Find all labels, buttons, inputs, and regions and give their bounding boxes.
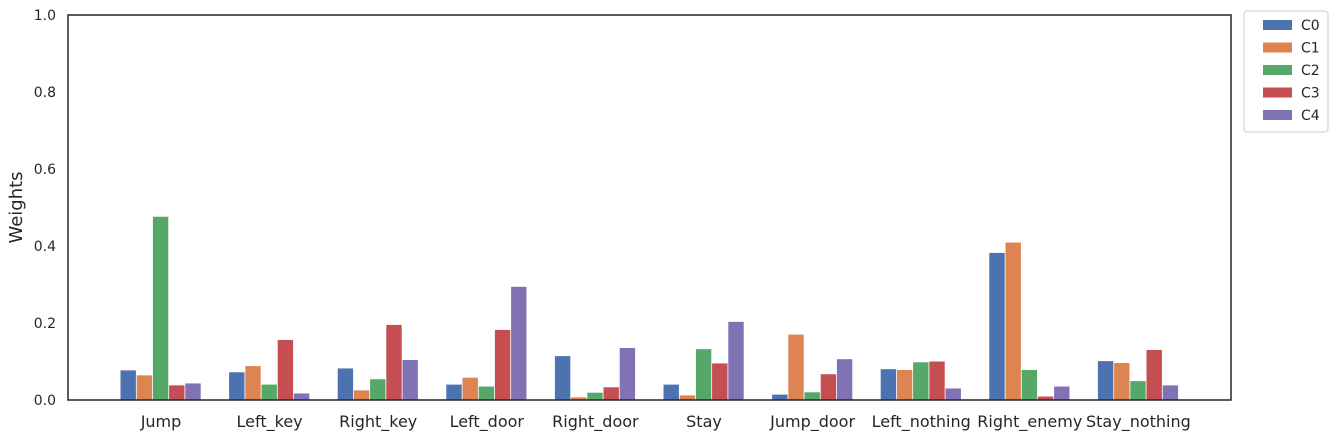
- bar-c3-right_door: [603, 387, 619, 400]
- bars-layer: [120, 216, 1179, 401]
- bar-c0-left_nothing: [880, 369, 897, 400]
- bar-c4-left_key: [293, 393, 310, 400]
- bar-c4-right_key: [402, 359, 418, 400]
- bar-c0-right_key: [337, 368, 354, 400]
- bar-c1-right_key: [353, 390, 370, 401]
- legend-label-c3: C3: [1301, 86, 1320, 102]
- y-tick-label: 0.2: [34, 316, 56, 332]
- bar-c4-jump: [185, 383, 201, 400]
- bar-c2-left_nothing: [913, 362, 929, 400]
- bar-c2-stay: [695, 349, 712, 400]
- bar-c0-jump_door: [772, 394, 788, 400]
- bar-c0-jump: [120, 370, 136, 400]
- bar-c3-jump_door: [820, 374, 837, 400]
- bar-c1-left_nothing: [896, 369, 913, 400]
- legend-label-c1: C1: [1301, 41, 1320, 57]
- bar-c2-right_key: [370, 379, 386, 400]
- legend-swatch-c0: [1263, 20, 1292, 30]
- bar-c4-stay_nothing: [1162, 385, 1179, 400]
- bar-c4-right_door: [619, 348, 636, 400]
- x-tick-label: Right_key: [339, 412, 417, 432]
- bar-c3-jump: [169, 385, 185, 400]
- x-tick-label: Jump_door: [769, 412, 855, 432]
- y-tick-label: 0.8: [34, 85, 56, 101]
- bar-c4-stay: [728, 321, 744, 400]
- y-tick-label: 0.0: [34, 393, 56, 409]
- plot-frame: [67, 14, 1232, 401]
- bar-c0-stay: [663, 384, 679, 400]
- legend-swatch-c1: [1263, 42, 1292, 53]
- bar-c3-stay_nothing: [1146, 349, 1162, 400]
- x-tick-label: Jump: [140, 412, 182, 431]
- bar-c4-left_nothing: [945, 388, 961, 400]
- x-tick-label: Left_nothing: [872, 412, 971, 432]
- bar-c4-jump_door: [836, 359, 853, 400]
- x-tick-label: Right_enemy: [977, 412, 1082, 432]
- bar-c2-left_key: [261, 384, 277, 400]
- x-tick-label: Stay_nothing: [1086, 412, 1191, 432]
- y-tick-label: 1.0: [34, 8, 56, 24]
- bar-c1-right_door: [571, 397, 587, 400]
- bar-c1-stay_nothing: [1114, 363, 1130, 400]
- bar-c0-stay_nothing: [1097, 361, 1114, 400]
- bar-c3-left_nothing: [929, 361, 945, 400]
- legend-swatch-c2: [1263, 65, 1292, 75]
- bar-c2-right_door: [587, 392, 603, 400]
- bar-c1-left_door: [462, 377, 478, 400]
- bar-c2-jump: [152, 216, 169, 400]
- legend-swatch-c3: [1263, 87, 1292, 98]
- bar-c0-left_door: [446, 384, 462, 400]
- legend-swatch-c4: [1263, 110, 1292, 120]
- x-tick-label: Stay: [686, 412, 722, 431]
- bar-c3-left_door: [494, 329, 511, 400]
- bar-c4-right_enemy: [1054, 386, 1070, 400]
- bar-c3-right_key: [386, 324, 402, 400]
- bar-c0-right_enemy: [989, 252, 1005, 400]
- bar-c1-left_key: [245, 366, 261, 400]
- bar-c2-jump_door: [804, 392, 820, 400]
- legend-label-c0: C0: [1301, 18, 1320, 34]
- y-axis-ticks: 0.0 0.2 0.4 0.6 0.8 1.0: [34, 8, 56, 409]
- bar-c2-stay_nothing: [1130, 381, 1146, 400]
- legend-label-c4: C4: [1301, 108, 1320, 124]
- x-tick-label: Left_key: [237, 412, 303, 432]
- y-axis-label: Weights: [6, 171, 27, 243]
- bar-c3-right_enemy: [1037, 396, 1054, 400]
- y-tick-label: 0.4: [34, 239, 56, 255]
- bar-c2-left_door: [478, 386, 495, 400]
- bar-c3-left_key: [277, 339, 294, 400]
- legend: C0 C1 C2 C3 C4: [1243, 10, 1329, 133]
- x-axis-ticks: Jump Left_key Right_key Left_door Right_door…: [140, 412, 1191, 432]
- bar-c0-right_door: [554, 356, 571, 400]
- bar-c1-jump: [136, 375, 153, 400]
- x-tick-label: Left_door: [450, 412, 525, 432]
- legend-label-c2: C2: [1301, 63, 1320, 79]
- bar-c1-jump_door: [788, 334, 804, 400]
- y-tick-label: 0.6: [34, 162, 56, 178]
- x-tick-label: Right_door: [552, 412, 639, 432]
- bar-c3-stay: [712, 363, 728, 400]
- bar-c4-left_door: [511, 286, 527, 400]
- bar-c2-right_enemy: [1021, 369, 1038, 400]
- bar-c1-right_enemy: [1005, 242, 1021, 400]
- bar-c0-left_key: [229, 372, 245, 400]
- bar-c1-stay: [679, 395, 696, 400]
